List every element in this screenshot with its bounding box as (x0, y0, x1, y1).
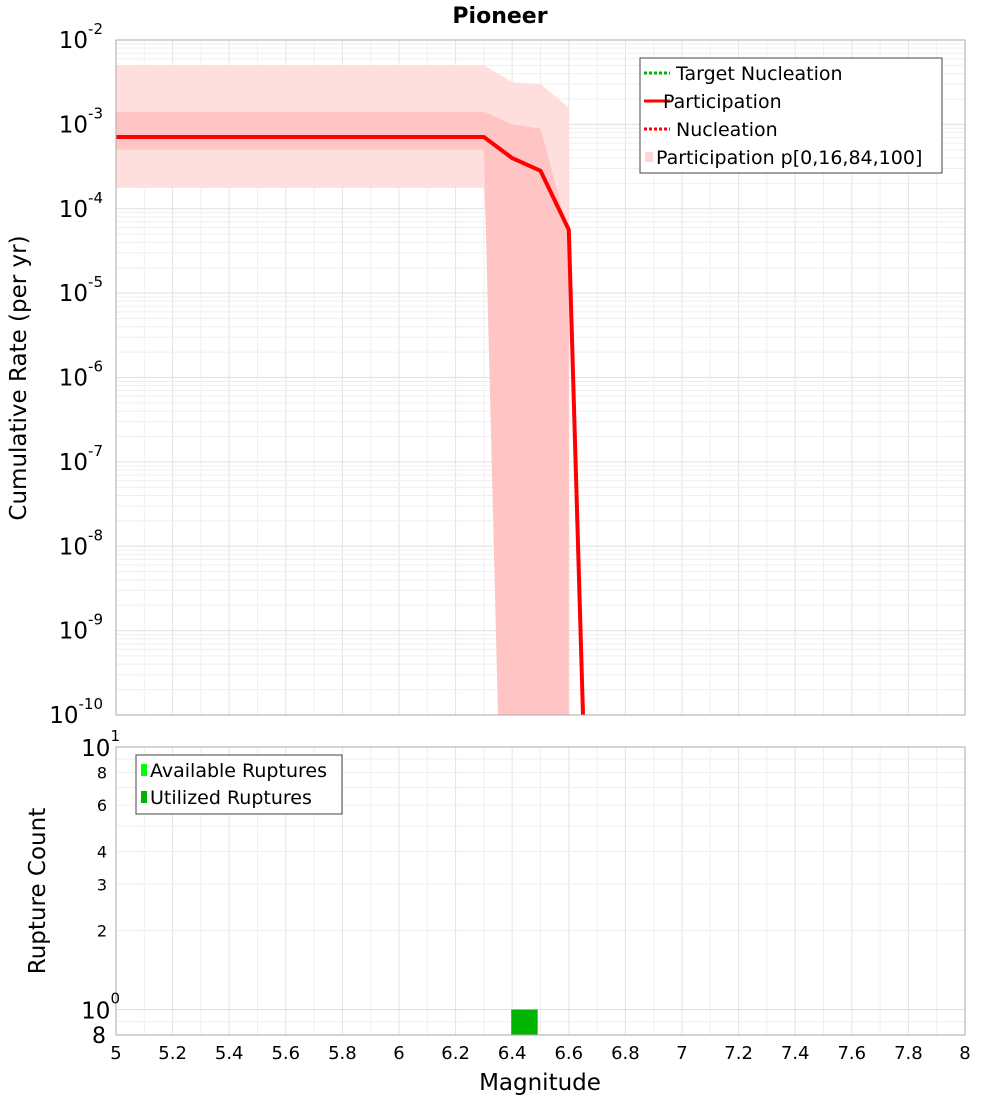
chart-title: Pioneer (452, 4, 547, 29)
legend-label: Participation p[0,16,84,100] (656, 147, 922, 169)
rate-y-tick-label: 10-10 (49, 695, 103, 729)
rate-y-ticks: 10-10 10-9 10-8 10-7 10-6 10-5 10-4 10-3 10-2 (49, 20, 103, 729)
count-legend: Available Ruptures Utilized Ruptures (135, 754, 343, 815)
count-y-minor-tick-label: 8 (92, 1024, 106, 1049)
legend-label: Target Nucleation (675, 63, 843, 85)
count-legend-box (135, 754, 343, 815)
x-tick-label: 5.4 (215, 1043, 244, 1064)
x-tick-label: 8 (959, 1043, 970, 1064)
x-tick-label: 6.8 (611, 1043, 640, 1064)
count-y-tick-label: 101 (81, 727, 120, 762)
x-tick-label: 7.4 (781, 1043, 810, 1064)
x-tick-label: 6.4 (498, 1043, 527, 1064)
rate-y-tick-label: 10-9 (59, 611, 103, 645)
count-bars (511, 1009, 538, 1035)
rate-y-tick-label: 10-2 (59, 20, 103, 54)
participation-bands (116, 65, 569, 716)
count-y-minor-tick-label: 2 (97, 922, 107, 941)
x-tick-label: 6.2 (441, 1043, 470, 1064)
count-y-minor-tick-label: 8 (97, 763, 107, 782)
legend-swatch (141, 791, 147, 803)
series-nucleation-line (116, 135, 585, 716)
rate-y-axis-label: Cumulative Rate (per yr) (6, 235, 32, 520)
rate-legend: Target Nucleation Participation Nucleation… (639, 57, 943, 174)
rate-y-tick-label: 10-7 (59, 442, 103, 476)
legend-label: Nucleation (676, 119, 778, 141)
rate-legend-box (639, 57, 943, 174)
legend-swatch (141, 764, 147, 776)
rate-y-tick-label: 10-8 (59, 526, 103, 560)
x-tick-label: 7.2 (724, 1043, 753, 1064)
legend-label: Participation (663, 91, 782, 113)
rate-y-tick-label: 10-6 (59, 358, 103, 392)
x-tick-label: 6 (393, 1043, 404, 1064)
legend-label: Available Ruptures (150, 760, 327, 782)
x-tick-label: 7.6 (837, 1043, 866, 1064)
count-y-minor-tick-label: 6 (97, 796, 107, 815)
count-plot-frame (115, 746, 966, 1036)
x-tick-label: 7 (676, 1043, 687, 1064)
count-y-minor-tick-label: 4 (97, 842, 107, 861)
x-tick-label: 5.2 (158, 1043, 187, 1064)
utilized-ruptures-bar (511, 1009, 538, 1035)
rate-y-tick-label: 10-3 (59, 104, 103, 138)
rate-y-tick-label: 10-4 (59, 189, 103, 223)
rate-panel: 10-10 10-9 10-8 10-7 10-6 10-5 10-4 10-3 10-2 Cu… (6, 20, 966, 729)
participation-band (116, 111, 569, 715)
count-y-axis-label: Rupture Count (25, 808, 51, 974)
rate-lines (116, 135, 585, 716)
x-axis-label: Magnitude (479, 1070, 601, 1096)
legend-swatch (645, 152, 653, 162)
magnitude-x-ticks: 5 5.2 5.4 5.6 5.8 6 6.2 6.4 6.6 6.8 7 7.2 7.4 7.6 7.8 8 (110, 1043, 970, 1064)
x-tick-label: 5 (110, 1043, 121, 1064)
x-tick-label: 5.6 (271, 1043, 300, 1064)
count-y-tick-label: 100 (81, 990, 120, 1025)
x-tick-label: 6.6 (554, 1043, 583, 1064)
rate-plot-frame (115, 39, 966, 716)
rate-y-tick-label: 10-5 (59, 273, 103, 307)
x-tick-label: 5.8 (328, 1043, 357, 1064)
count-y-minor-tick-label: 3 (97, 875, 107, 894)
legend-label: Utilized Ruptures (150, 787, 312, 809)
x-tick-label: 7.8 (894, 1043, 923, 1064)
